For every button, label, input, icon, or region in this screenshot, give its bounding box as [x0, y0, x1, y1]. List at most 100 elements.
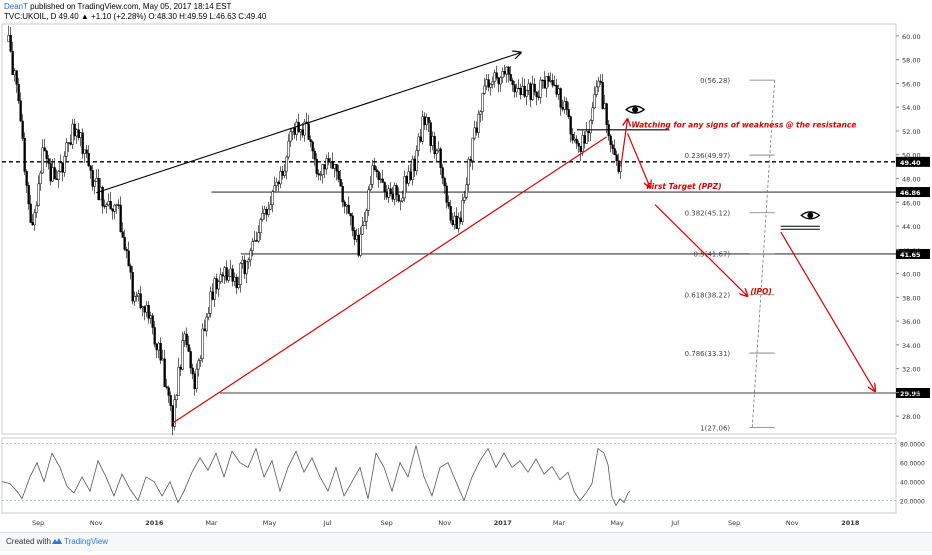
candle-body [429, 122, 432, 146]
candle-body [211, 291, 214, 300]
candle-body [365, 210, 368, 222]
y-tick-label: 28.00 [902, 413, 921, 421]
candle-body [391, 193, 394, 200]
candle-body [275, 181, 278, 186]
rsi-line [1, 445, 631, 507]
fib-level-label: 0.5(41.67) [694, 251, 731, 259]
candle-body [163, 358, 166, 387]
candle-body [21, 120, 24, 139]
candle-body [507, 66, 510, 75]
candle-body [609, 135, 612, 146]
candle-body [271, 191, 274, 205]
candle-body [307, 123, 310, 140]
candle-body [351, 215, 354, 231]
candle-body [549, 80, 552, 82]
candle-body [323, 164, 326, 170]
candle-body [301, 129, 304, 136]
candle-body [215, 278, 218, 290]
x-tick-label: Sep [728, 519, 740, 527]
candle-body [353, 230, 356, 240]
candle-body [561, 107, 564, 110]
candle-body [115, 204, 118, 206]
fib-level-label: 0.786(33.31) [685, 350, 731, 358]
x-tick-label: 2016 [145, 519, 164, 527]
candle-body [321, 164, 324, 175]
candle-body [343, 201, 346, 207]
candle-body [273, 185, 276, 192]
y-tick-label: 44.00 [902, 223, 921, 231]
candle-body [505, 66, 508, 75]
candle-body [533, 83, 536, 93]
candle-body [43, 147, 46, 152]
candle-body [513, 84, 516, 93]
rsi-pane-frame [1, 437, 897, 514]
candle-body [17, 84, 20, 102]
candle-body [223, 267, 226, 277]
candle-body [125, 249, 128, 252]
x-tick-label: May [263, 519, 277, 527]
candle-body [255, 240, 258, 242]
candle-body [109, 201, 112, 210]
candle-body [89, 165, 92, 171]
candle-body [379, 178, 382, 181]
candle-body [411, 158, 414, 180]
candle-body [23, 138, 26, 172]
candle-body [577, 142, 580, 147]
x-tick-label: Jul [323, 519, 332, 527]
candle-body [75, 129, 78, 137]
candle-body [209, 291, 212, 314]
candle-body [319, 174, 322, 176]
candle-body [617, 160, 620, 172]
candle-body [465, 184, 468, 198]
candle-body [25, 171, 28, 186]
y-tick-label: 30.00 [902, 389, 921, 397]
candle-body [85, 149, 88, 154]
candle-body [509, 74, 512, 81]
candle-body [501, 71, 504, 78]
candle-body [183, 333, 186, 341]
author-link[interactable]: DeanT [4, 2, 28, 11]
candle-body [587, 130, 590, 134]
candle-body [167, 387, 170, 396]
candle-body [135, 295, 138, 297]
candle-body [299, 129, 302, 133]
candle-body [339, 179, 342, 187]
candle-body [333, 164, 336, 169]
candle-body [413, 158, 416, 172]
candle-body [77, 129, 80, 138]
candle-body [169, 395, 172, 406]
candle-body [289, 131, 292, 142]
candle-body [281, 171, 284, 176]
candle-body [591, 107, 594, 121]
candle-body [53, 167, 56, 180]
candle-body [427, 117, 430, 123]
fib-diagonal [751, 80, 776, 428]
candle-body [363, 221, 366, 226]
y-tick-label: 42.00 [902, 247, 921, 255]
candle-body [553, 84, 556, 87]
candle-body [603, 103, 606, 109]
candle-body [517, 87, 520, 90]
candle-body [575, 138, 578, 144]
candle-body [225, 267, 228, 281]
candle-body [615, 154, 618, 161]
candle-body [463, 196, 466, 201]
candle-body [495, 72, 498, 79]
projection-arrow [626, 133, 651, 188]
candle-body [503, 71, 506, 75]
tradingview-brand-link[interactable]: TradingView [64, 537, 109, 546]
publish-line: DeanT published on TradingView.com, May … [4, 2, 231, 11]
candle-body [95, 178, 98, 182]
candle-body [439, 148, 442, 168]
candle-body [7, 34, 10, 43]
x-tick-label: Nov [438, 519, 451, 527]
candle-body [461, 200, 464, 222]
candle-body [101, 187, 104, 207]
candle-body [161, 358, 164, 361]
candle-body [145, 305, 148, 313]
x-tick-label: Mar [205, 519, 218, 527]
candle-body [471, 137, 474, 161]
candle-body [155, 343, 158, 351]
